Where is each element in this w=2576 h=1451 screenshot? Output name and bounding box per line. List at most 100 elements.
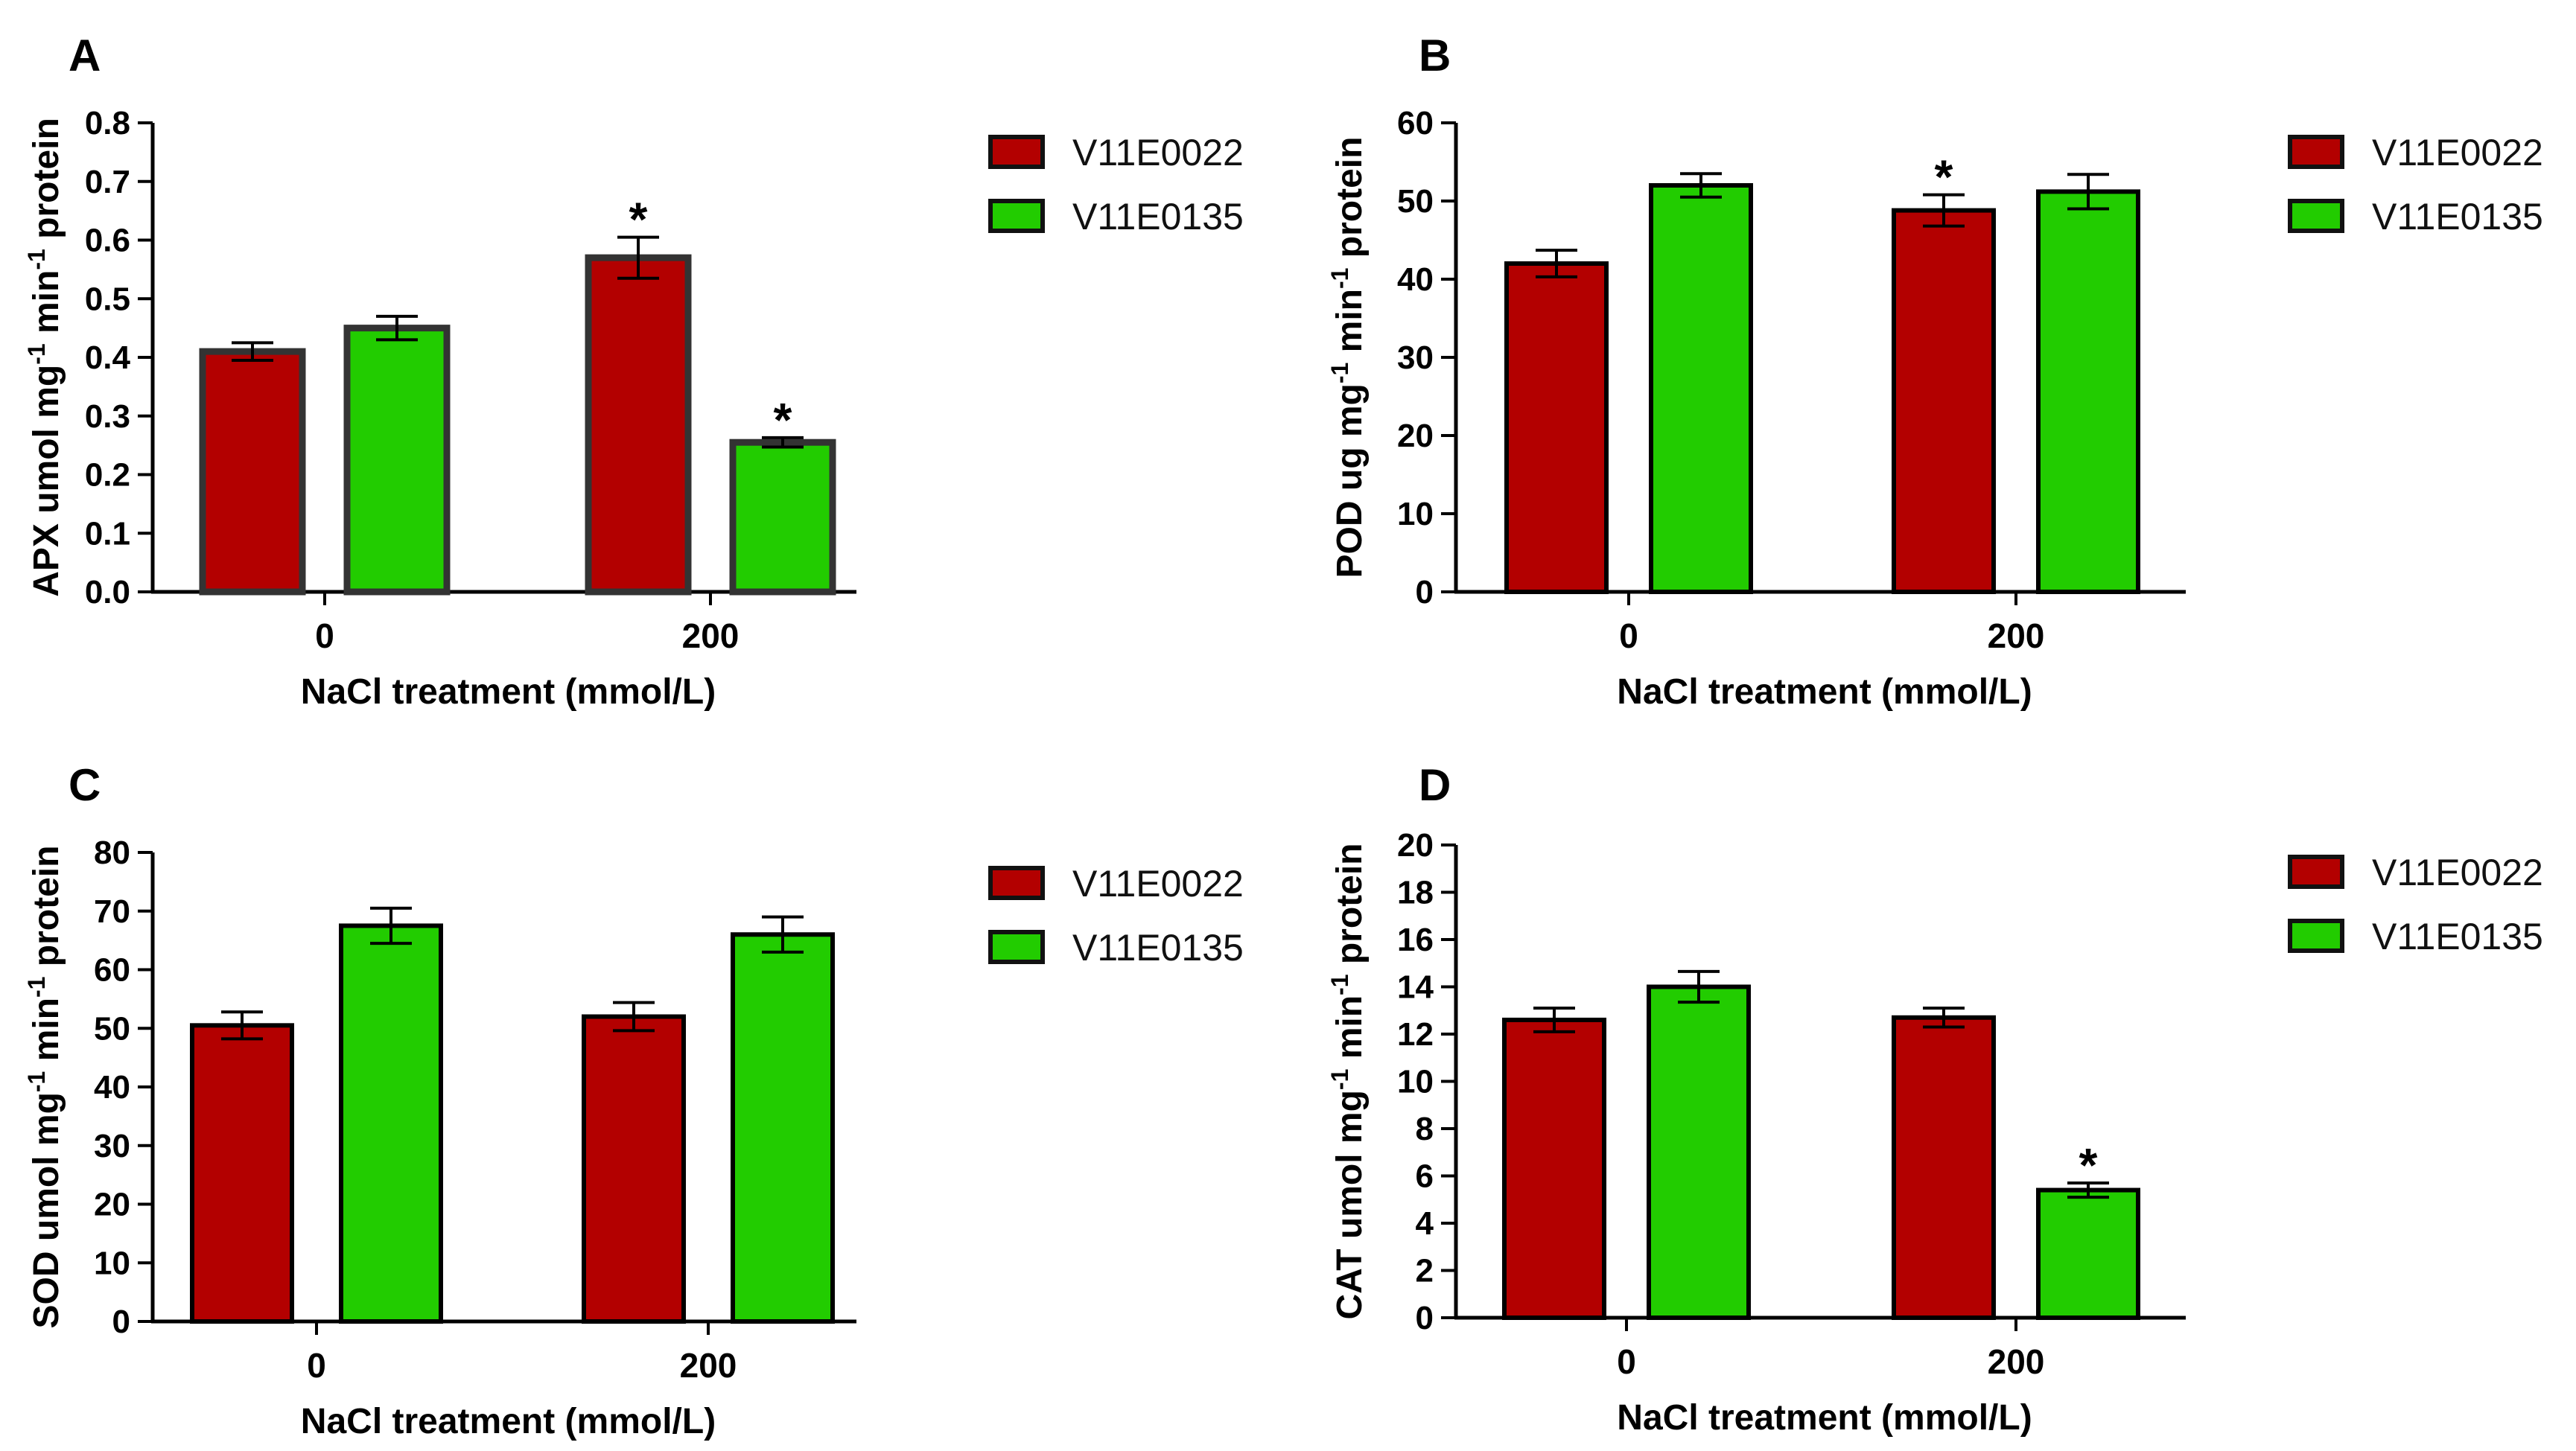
legend-swatch-v11e0135 [2288,199,2344,233]
x-axis-title: NaCl treatment (mmol/L) [1617,672,2032,712]
panel-letter: B [1419,31,1451,80]
y-axis-title-mid: min [27,998,66,1071]
x-tick-label: 200 [682,616,740,655]
panel-letter: D [1419,760,1451,810]
chart-panel-b: B 0 10 20 30 40 50 60 0 * 200 NaCl treatment (mmol/… [1326,31,2543,712]
y-tick-label: 60 [94,952,130,989]
y-tick-label: 40 [94,1069,130,1106]
bar-v11e0022-0 [1504,261,1609,594]
x-tick-label: 0 [307,1346,326,1385]
y-tick-label: 0 [1416,574,1434,610]
y-axis-title-suffix: protein [27,846,66,977]
legend-swatch-v11e0135 [988,199,1045,233]
x-tick-label: 200 [1988,1342,2045,1381]
bar-v11e0135-200 [2036,1187,2140,1321]
y-tick-label: 0.7 [85,164,130,200]
legend-label: V11E0135 [2372,916,2543,957]
bar-v11e0135-0 [1647,984,1751,1320]
bar-v11e0135-0 [343,325,451,596]
chart-panel-a: A 0.0 0.1 0.2 0.3 0.4 0.5 0.6 0.7 0.8 0 * * 200 NaCl t… [23,31,1244,712]
y-tick-label: 0.2 [85,457,130,494]
y-axis-title-prefix: SOD umol mg [27,1092,66,1328]
bar-v11e0022-0 [199,348,306,596]
y-tick-label: 50 [1397,183,1434,220]
legend-label: V11E0135 [2372,196,2543,237]
legend-label: V11E0022 [1072,132,1244,173]
bar-v11e0022-200 [1892,208,1996,595]
y-axis-title-sup2: -1 [1326,975,1353,995]
bar-v11e0022-200 [582,1014,686,1324]
y-axis-title-sup2: -1 [1326,268,1353,289]
y-axis-title-sup1: -1 [23,1071,50,1092]
y-axis-title-mid: min [27,270,66,344]
y-tick-label: 4 [1416,1205,1434,1242]
y-tick-label: 50 [94,1010,130,1047]
y-tick-label: 12 [1397,1016,1434,1053]
y-axis-title-sup1: -1 [1326,363,1353,383]
legend-label: V11E0022 [2372,852,2543,893]
x-tick-label: 0 [1617,1342,1636,1381]
y-tick-label: 14 [1397,969,1434,1006]
bar-v11e0022-0 [190,1023,294,1324]
legend-swatch-v11e0135 [988,930,1045,964]
y-tick-label: 60 [1397,105,1434,141]
x-tick-label: 200 [1988,616,2045,655]
y-tick-label: 30 [1397,339,1434,376]
y-tick-label: 16 [1397,922,1434,958]
legend-swatch-v11e0022 [988,135,1045,169]
y-axis-title: CAT umol mg-1 min-1 protein [1326,844,1370,1320]
y-tick-label: 8 [1416,1111,1434,1147]
chart-panel-c: C 0 10 20 30 40 50 60 70 80 0 200 NaCl treatment (mm… [23,760,1244,1441]
bar-v11e0135-200 [2036,189,2140,594]
y-axis-title-sup1: -1 [1326,1069,1353,1090]
legend-swatch-v11e0135 [2288,919,2344,953]
y-tick-label: 40 [1397,261,1434,298]
y-tick-label: 0.3 [85,398,130,435]
y-tick-label: 2 [1416,1253,1434,1289]
y-tick-label: 20 [1397,827,1434,864]
y-axis-title-prefix: APX umol mg [27,365,66,597]
y-tick-label: 20 [94,1187,130,1223]
panel-letter: A [69,31,101,80]
y-tick-label: 0.1 [85,515,130,552]
y-axis-title-sup2: -1 [23,249,50,270]
significance-marker: * [629,193,648,246]
bar-v11e0135-200 [729,439,836,596]
y-tick-label: 10 [1397,1064,1434,1100]
y-tick-label: 10 [1397,496,1434,532]
x-tick-label: 0 [1619,616,1638,655]
bar-v11e0022-0 [1502,1017,1606,1320]
y-tick-label: 0 [1416,1300,1434,1336]
y-tick-label: 10 [94,1245,130,1281]
y-tick-label: 0.0 [85,574,130,610]
significance-marker: * [1935,150,1953,204]
y-axis-title: SOD umol mg-1 min-1 protein [23,846,66,1329]
y-tick-label: 20 [1397,418,1434,454]
y-axis-title-suffix: protein [1330,844,1370,975]
y-tick-label: 0.6 [85,223,130,259]
y-tick-label: 80 [94,835,130,871]
y-axis-title-suffix: protein [27,118,66,249]
legend-label: V11E0022 [1072,863,1244,905]
y-tick-label: 18 [1397,875,1434,911]
y-axis-title: APX umol mg-1 min-1 protein [23,118,66,597]
x-tick-label: 0 [315,616,334,655]
legend-label: V11E0135 [1072,927,1244,969]
significance-marker: * [774,393,792,447]
y-axis-title-sup1: -1 [23,343,50,364]
y-tick-label: 0.4 [85,339,131,376]
bar-v11e0135-0 [339,923,443,1324]
y-tick-label: 70 [94,893,130,930]
legend-swatch-v11e0022 [2288,135,2344,169]
legend-label: V11E0135 [1072,196,1244,237]
y-tick-label: 0 [112,1304,130,1340]
legend-swatch-v11e0022 [988,866,1045,900]
y-tick-label: 0.8 [85,105,130,141]
x-axis-title: NaCl treatment (mmol/L) [1617,1398,2032,1438]
bar-v11e0135-0 [1649,183,1753,594]
y-axis-title-mid: min [1330,289,1370,363]
y-axis-title-prefix: CAT umol mg [1330,1090,1370,1319]
x-axis-title: NaCl treatment (mmol/L) [301,1402,716,1441]
